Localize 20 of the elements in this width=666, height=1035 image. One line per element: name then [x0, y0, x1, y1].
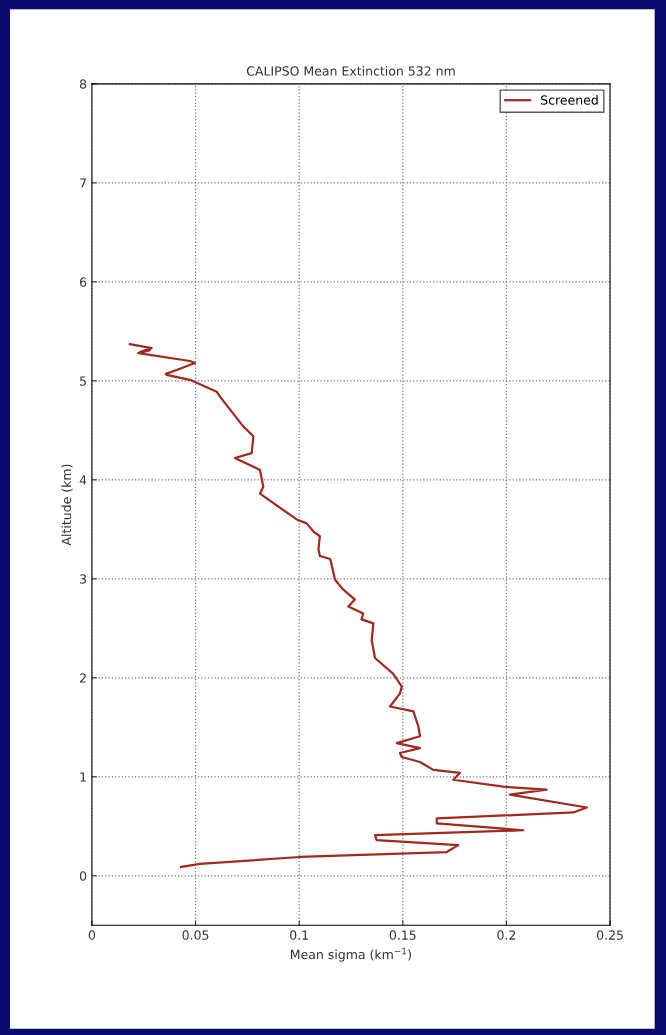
x-axis-title: Mean sigma (km$^{−1}$) [291, 947, 412, 962]
x-tick-label: 0.25 [596, 930, 623, 940]
y-tick-label: 6 [79, 277, 87, 287]
y-tick-label: 2 [80, 673, 86, 683]
y-tick-label: 4 [79, 475, 87, 485]
y-axis-title: Altitude (km) [61, 464, 73, 546]
x-tick-label: 0 [88, 930, 96, 940]
y-tick-label: 7 [80, 178, 86, 188]
legend-label: Screened [541, 95, 598, 105]
y-tick-label: 0 [79, 871, 87, 881]
y-tick-label: 1 [80, 772, 86, 782]
x-tick-label: 0.2 [497, 930, 516, 940]
y-tick-label: 5 [80, 376, 86, 386]
x-tick-label: 0.15 [389, 930, 416, 940]
x-tick-label: 0.05 [182, 930, 209, 940]
x-tick-label: 0.1 [290, 930, 308, 940]
chart-title: CALIPSO Mean Extinction 532 nm [246, 66, 455, 76]
line-series [128, 343, 588, 868]
y-tick-label: 8 [79, 79, 87, 89]
y-tick-label: 3 [80, 574, 87, 584]
